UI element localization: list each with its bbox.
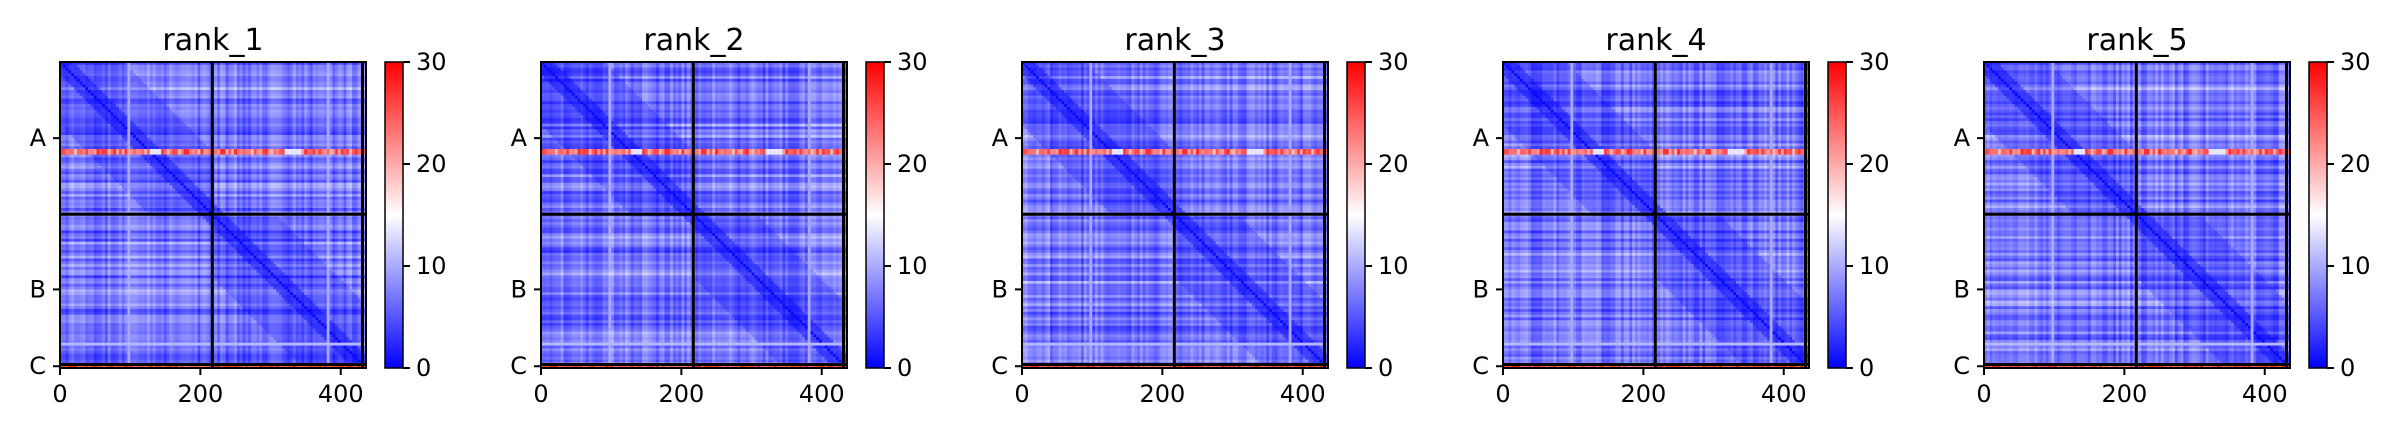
colorbar-tick-label: 10	[1378, 252, 1409, 280]
x-tick-label: 0	[52, 380, 67, 408]
colorbar-tick-label: 0	[2340, 354, 2355, 382]
colorbar-tick-label: 0	[897, 354, 912, 382]
x-tick-label: 200	[1620, 380, 1666, 408]
chain-label: C	[29, 352, 46, 380]
chain-label: C	[991, 352, 1008, 380]
x-tick-label: 400	[1280, 380, 1326, 408]
colorbar-tick-label: 10	[1859, 252, 1890, 280]
chain-label: B	[1473, 275, 1489, 303]
colorbar-tick-label: 0	[416, 354, 431, 382]
x-tick-label: 400	[799, 380, 845, 408]
x-tick-label: 0	[533, 380, 548, 408]
colorbar	[1828, 62, 1846, 368]
colorbar-tick-label: 30	[1859, 48, 1890, 76]
colorbar-tick-label: 30	[2340, 48, 2371, 76]
panel-title: rank_1	[162, 23, 263, 58]
chain-label: A	[1954, 124, 1971, 152]
colorbar	[1347, 62, 1365, 368]
x-tick-label: 0	[1495, 380, 1510, 408]
colorbar-tick-label: 10	[2340, 252, 2371, 280]
colorbar-tick-label: 0	[1859, 354, 1874, 382]
colorbar	[385, 62, 403, 368]
x-tick-label: 400	[2242, 380, 2288, 408]
colorbar-tick-label: 20	[1378, 150, 1409, 178]
colorbar-tick-label: 30	[1378, 48, 1409, 76]
x-tick-label: 200	[177, 380, 223, 408]
colorbar-tick-label: 20	[416, 150, 447, 178]
chain-label: B	[30, 275, 46, 303]
panel-title: rank_5	[2086, 23, 2187, 58]
chain-label: C	[1472, 352, 1489, 380]
chain-label: C	[1953, 352, 1970, 380]
chain-label: C	[510, 352, 527, 380]
chain-label: A	[511, 124, 528, 152]
panel-title: rank_3	[1124, 23, 1225, 58]
x-tick-label: 200	[2101, 380, 2147, 408]
x-tick-label: 400	[1761, 380, 1807, 408]
x-tick-label: 0	[1976, 380, 1991, 408]
colorbar-tick-label: 20	[1859, 150, 1890, 178]
colorbar-tick-label: 0	[1378, 354, 1393, 382]
chain-label: B	[511, 275, 527, 303]
x-tick-label: 0	[1014, 380, 1029, 408]
colorbar-tick-label: 10	[416, 252, 447, 280]
chain-label: B	[992, 275, 1008, 303]
x-tick-label: 200	[1139, 380, 1185, 408]
chain-label: B	[1954, 275, 1970, 303]
colorbar	[866, 62, 884, 368]
panel-title: rank_4	[1605, 23, 1706, 58]
colorbar-tick-label: 20	[897, 150, 928, 178]
colorbar-tick-label: 30	[416, 48, 447, 76]
panel-title: rank_2	[643, 23, 744, 58]
chain-label: A	[992, 124, 1009, 152]
chain-label: A	[1473, 124, 1490, 152]
colorbar-tick-label: 10	[897, 252, 928, 280]
colorbar-tick-label: 20	[2340, 150, 2371, 178]
x-tick-label: 400	[318, 380, 364, 408]
chain-label: A	[30, 124, 47, 152]
colorbar	[2309, 62, 2327, 368]
colorbar-tick-label: 30	[897, 48, 928, 76]
x-tick-label: 200	[658, 380, 704, 408]
